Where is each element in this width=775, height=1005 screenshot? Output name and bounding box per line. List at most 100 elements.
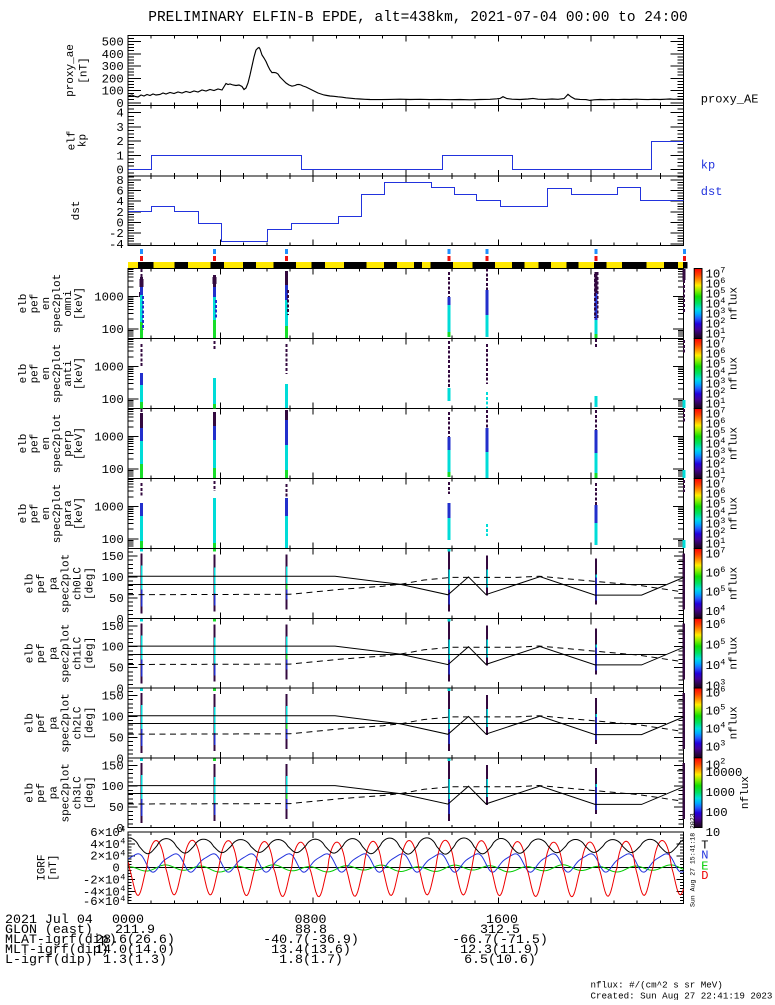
svg-text:10: 10 [706,567,721,581]
svg-text:ch2LC: ch2LC [72,706,84,739]
svg-text:pef: pef [36,643,48,663]
svg-text:proxy_ae: proxy_ae [65,44,77,97]
svg-text:10: 10 [706,686,721,700]
svg-text:[nT]: [nT] [79,57,91,83]
svg-text:1.8(1.7): 1.8(1.7) [279,952,343,967]
svg-text:1000: 1000 [94,361,124,375]
svg-text:6: 6 [720,685,725,695]
svg-text:5: 5 [720,356,725,366]
svg-text:100: 100 [102,463,124,477]
svg-text:proxy_AE: proxy_AE [701,93,759,107]
svg-text:elb: elb [18,434,30,454]
svg-text:6: 6 [720,416,725,426]
svg-text:1: 1 [720,536,725,546]
svg-text:1000: 1000 [94,291,124,305]
svg-text:4: 4 [120,849,125,859]
svg-text:kp: kp [78,134,90,147]
svg-text:elb: elb [18,504,30,524]
svg-text:PRELIMINARY ELFIN-B EPDE, alt=: PRELIMINARY ELFIN-B EPDE, alt=438km, 202… [148,10,688,26]
svg-text:2: 2 [116,135,123,149]
svg-text:6: 6 [720,276,725,286]
svg-text:7: 7 [720,336,725,346]
svg-text:4: 4 [720,657,725,667]
svg-text:elb: elb [25,643,37,663]
svg-text:4: 4 [720,603,725,613]
svg-text:6: 6 [720,346,725,356]
svg-text:pef: pef [29,504,41,524]
svg-text:50: 50 [109,592,124,606]
svg-text:10: 10 [706,618,721,632]
svg-text:pa: pa [49,577,61,591]
svg-text:[nT]: [nT] [48,854,60,880]
svg-text:5: 5 [720,637,725,647]
svg-text:5: 5 [720,584,725,594]
svg-text:150: 150 [102,550,124,564]
svg-text:2: 2 [720,456,725,466]
svg-text:4: 4 [120,884,125,894]
svg-text:1000: 1000 [94,431,124,445]
svg-text:pef: pef [29,364,41,384]
svg-text:5: 5 [720,703,725,713]
svg-text:6: 6 [720,617,725,627]
svg-text:-6×10: -6×10 [83,895,120,909]
svg-text:nflux: nflux [729,497,741,530]
svg-text:150: 150 [102,620,124,634]
svg-text:10: 10 [706,826,721,840]
svg-text:pa: pa [49,716,61,730]
svg-text:100: 100 [102,323,124,337]
svg-text:nflux: #/(cm^2 s sr MeV): nflux: #/(cm^2 s sr MeV) [591,980,723,991]
svg-text:4: 4 [120,825,125,835]
svg-text:50: 50 [109,731,124,745]
svg-text:nflux: nflux [729,357,741,390]
svg-text:D: D [701,869,708,883]
svg-text:elb: elb [25,783,37,803]
svg-text:3: 3 [720,306,725,316]
svg-text:2: 2 [720,316,725,326]
svg-text:IGRF: IGRF [37,854,49,880]
svg-text:150: 150 [102,690,124,704]
svg-text:5: 5 [720,426,725,436]
svg-text:8: 8 [116,174,123,188]
svg-text:200: 200 [102,72,124,86]
svg-text:10: 10 [706,605,721,619]
svg-text:7: 7 [720,406,725,416]
svg-text:100: 100 [706,806,728,820]
svg-text:1: 1 [720,466,725,476]
svg-text:Sun Aug 27 15:41:18 2023: Sun Aug 27 15:41:18 2023 [690,813,697,907]
svg-text:10: 10 [706,547,721,561]
svg-text:500: 500 [102,36,124,50]
svg-text:10: 10 [706,639,721,653]
svg-text:1: 1 [720,326,725,336]
svg-text:7: 7 [720,266,725,276]
svg-text:[deg]: [deg] [85,637,97,670]
svg-text:[deg]: [deg] [85,776,97,809]
svg-text:[keV]: [keV] [74,287,86,320]
svg-text:pa: pa [49,786,61,800]
svg-text:spec2plot: spec2plot [61,624,73,683]
svg-text:[keV]: [keV] [74,497,86,530]
svg-text:1: 1 [720,396,725,406]
svg-text:spec2plot: spec2plot [61,554,73,613]
svg-text:6: 6 [720,565,725,575]
svg-text:6: 6 [720,486,725,496]
svg-text:1.3(1.3): 1.3(1.3) [103,952,167,967]
svg-text:100: 100 [102,641,124,655]
svg-text:50: 50 [109,662,124,676]
svg-text:150: 150 [102,759,124,773]
svg-text:[keV]: [keV] [74,357,86,390]
svg-text:100: 100 [102,533,124,547]
svg-text:nflux: nflux [729,427,741,460]
svg-text:3: 3 [720,516,725,526]
svg-text:2: 2 [720,526,725,536]
svg-text:kp: kp [701,159,715,173]
svg-text:1000: 1000 [94,501,124,515]
svg-text:100: 100 [102,710,124,724]
svg-text:dst: dst [701,185,723,199]
svg-text:100: 100 [102,393,124,407]
svg-text:pef: pef [36,713,48,733]
svg-text:spec2plot: spec2plot [61,763,73,822]
svg-text:4: 4 [720,296,725,306]
svg-text:100: 100 [102,780,124,794]
svg-text:7: 7 [720,546,725,556]
svg-text:400: 400 [102,48,124,62]
